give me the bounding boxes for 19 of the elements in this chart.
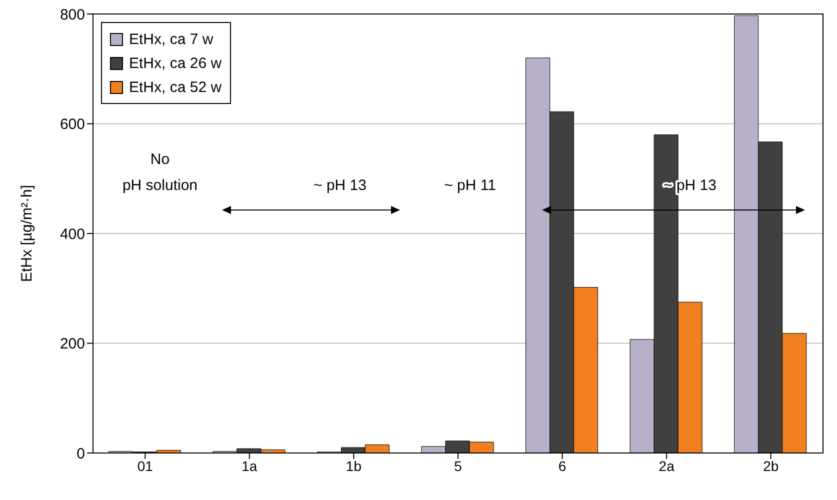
annotation: ~ pH 13 — [314, 177, 366, 194]
x-tick-label: 1a — [242, 458, 258, 474]
x-tick-label: 1b — [346, 458, 362, 474]
y-tick-label: 400 — [60, 226, 85, 243]
x-tick-label: 2a — [658, 458, 675, 474]
x-tick-label: 01 — [137, 458, 154, 474]
annotation: No pH solution — [122, 151, 198, 194]
annotation: ~ pH 11 — [444, 177, 496, 194]
legend-label: EtHx, ca 52 w — [129, 78, 222, 96]
y-tick-label: 800 — [60, 6, 85, 24]
y-tick-label: 200 — [60, 336, 85, 353]
y-axis-title: EtHx [µg/m²·h] — [18, 185, 36, 282]
legend-label: EtHx, ca 26 w — [129, 54, 222, 72]
y-tick-label: 600 — [60, 116, 85, 134]
x-tick-label: 5 — [454, 458, 462, 474]
x-tick-label: 6 — [558, 458, 566, 474]
y-tick-label: 0 — [76, 445, 85, 462]
x-tick-label: 2b — [763, 458, 779, 474]
legend-label: EtHx, ca 7 w — [129, 30, 214, 48]
